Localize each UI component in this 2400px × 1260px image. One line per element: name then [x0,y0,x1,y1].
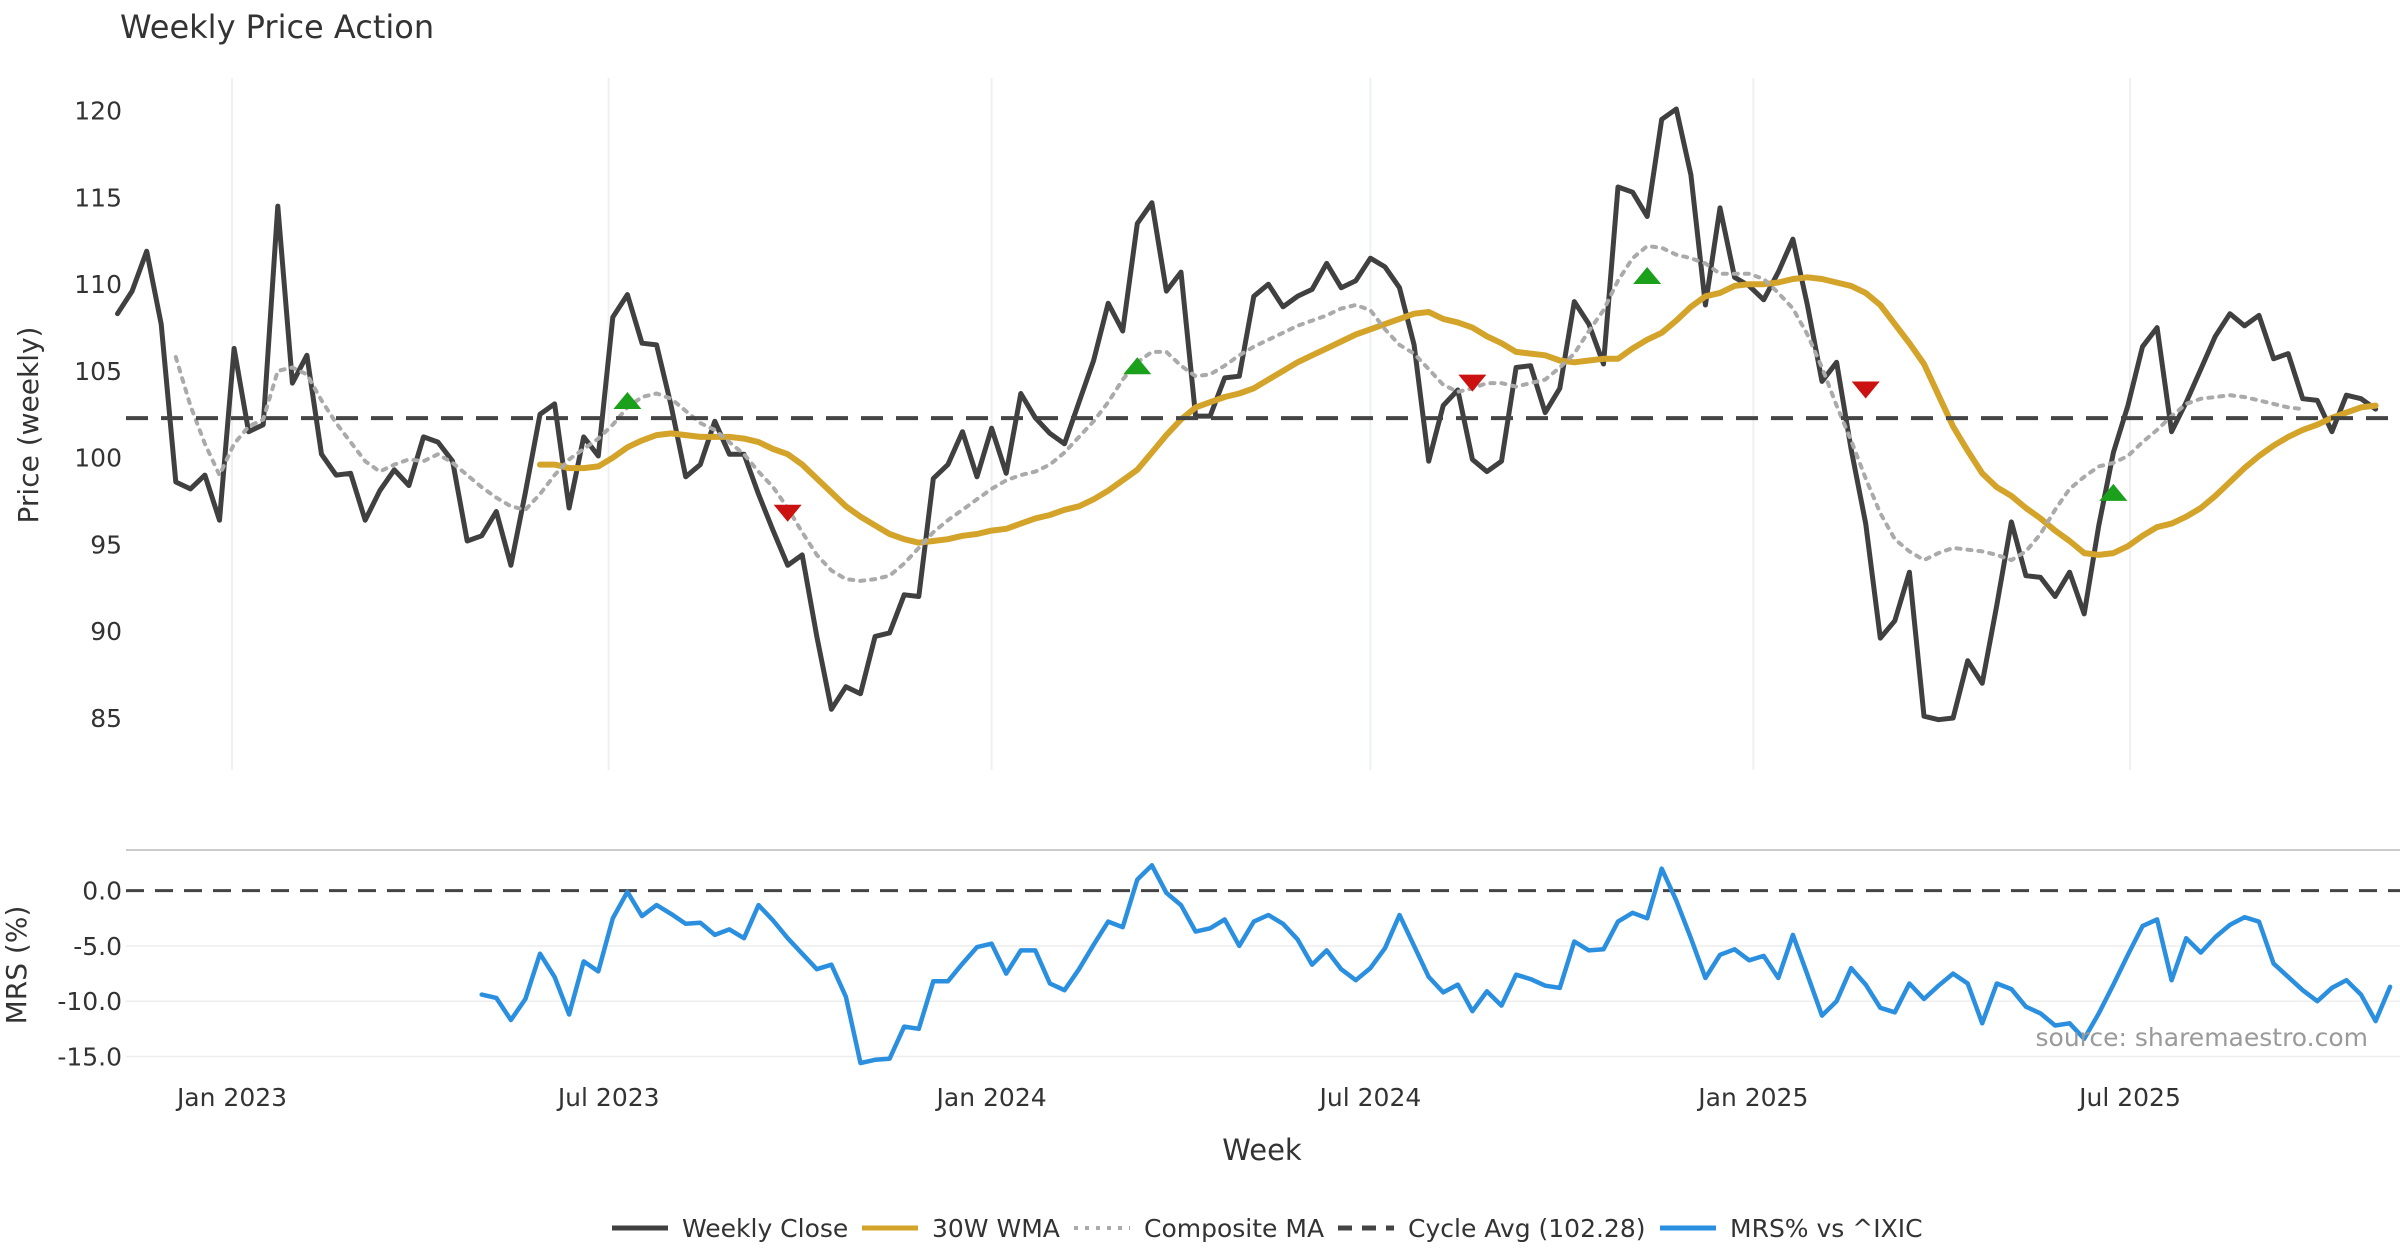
mrs-tick-label: -5.0 [73,932,122,961]
wma-30w-line [537,274,2379,558]
sell-signal-marker [773,504,802,522]
price-tick-label: 90 [90,617,122,646]
legend-label: 30W WMA [932,1214,1060,1243]
price-tick-label: 100 [74,444,122,473]
price-tick-label: 120 [74,97,122,126]
weekly-close-line [115,106,2379,723]
x-tick-label: Jul 2025 [2077,1083,2181,1112]
x-tick-label: Jul 2024 [1318,1083,1422,1112]
price-tick-label: 105 [74,357,122,386]
buy-signal-marker [1633,267,1662,285]
buy-signal-marker [1123,357,1152,375]
mrs-line [479,863,2393,1066]
price-tick-label: 115 [74,183,122,212]
composite-ma-line [173,244,2305,583]
mrs-axis-label: MRS (%) [0,906,33,1025]
x-tick-label: Jan 2025 [1696,1083,1808,1112]
sell-signal-marker [1458,374,1487,392]
price-tick-label: 110 [74,270,122,299]
mrs-tick-label: -15.0 [57,1042,122,1071]
buy-signal-marker [613,391,642,409]
sell-signal-marker [1851,381,1880,399]
legend-label: Weekly Close [682,1214,848,1243]
price-tick-label: 95 [90,530,122,559]
legend-label: Cycle Avg (102.28) [1408,1214,1646,1243]
mrs-tick-label: 0.0 [82,877,122,906]
x-tick-label: Jul 2023 [556,1083,660,1112]
buy-signal-marker [2099,483,2128,501]
legend-label: Composite MA [1144,1214,1324,1243]
legend-label: MRS% vs ^IXIC [1730,1214,1923,1243]
x-tick-label: Jan 2024 [935,1083,1047,1112]
source-watermark: source: sharemaestro.com [2036,1023,2369,1052]
price-tick-label: 85 [90,704,122,733]
price-axis-label: Price (weekly) [12,327,45,524]
mrs-tick-label: -10.0 [57,987,122,1016]
x-tick-label: Jan 2023 [175,1083,287,1112]
chart-title: Weekly Price Action [120,8,434,46]
x-axis-label: Week [1222,1133,1302,1167]
